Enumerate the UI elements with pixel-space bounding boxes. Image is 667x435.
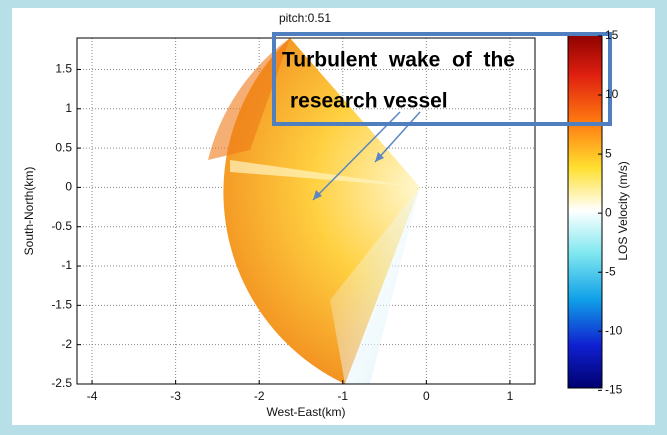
y-tick-label: 1: [65, 101, 72, 115]
y-tick-label: 0.5: [55, 140, 72, 154]
y-tick-label: 1.5: [55, 62, 72, 76]
y-tick-label: -1: [61, 258, 72, 272]
x-tick-label: 1: [507, 389, 514, 403]
x-tick-label: -4: [87, 389, 98, 403]
colorbar-tick-label: -15: [605, 383, 623, 397]
colorbar-tick-label: 15: [605, 28, 619, 42]
annotation-text: Turbulent wake of the: [282, 49, 515, 72]
colorbar-label: LOS Velocity (m/s): [616, 161, 630, 260]
y-tick-label: -2: [61, 337, 72, 351]
page: {"chart_data": {"type": "scan", "title":…: [0, 0, 667, 435]
annotation-text: research vessel: [290, 90, 448, 113]
y-tick-label: -1.5: [51, 298, 72, 312]
x-tick-label: -1: [337, 389, 348, 403]
colorbar-tick-label: -10: [605, 323, 623, 337]
colorbar-tick-label: 10: [605, 87, 619, 101]
x-tick-label: -2: [254, 389, 265, 403]
colorbar-tick-label: 5: [605, 146, 612, 160]
y-tick-label: 0: [65, 180, 72, 194]
x-axis-label: West-East(km): [266, 405, 345, 419]
chart: pitch:0.51 West-East(km) South-North(km)…: [0, 0, 667, 435]
x-tick-label: 0: [423, 389, 430, 403]
colorbar-tick-label: -5: [605, 264, 616, 278]
x-tick-label: -3: [170, 389, 181, 403]
chart-title: pitch:0.51: [279, 11, 331, 25]
y-tick-label: -0.5: [51, 219, 72, 233]
y-axis-label: South-North(km): [22, 167, 36, 256]
y-tick-label: -2.5: [51, 376, 72, 390]
colorbar-tick-label: 0: [605, 205, 612, 219]
colorbar: [568, 33, 602, 388]
